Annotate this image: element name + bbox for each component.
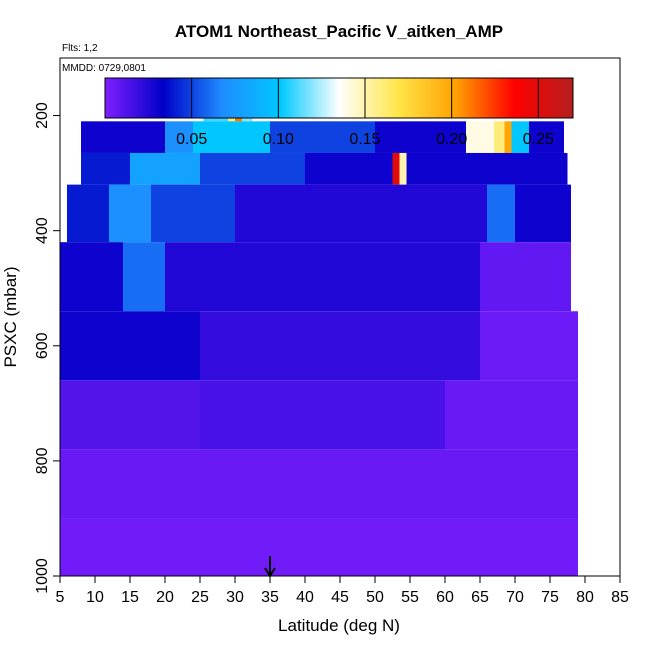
y-tick-label: 800	[34, 447, 51, 474]
y-tick-label: 600	[34, 332, 51, 359]
x-tick-label: 10	[86, 589, 104, 606]
colorbar-ticks: 0.05 0.10 0.15 0.20 0.25	[176, 78, 554, 148]
heatmap-cell-11	[504, 121, 512, 153]
heatmap-cell-29	[165, 242, 480, 312]
heatmap-cell-9	[466, 121, 494, 153]
heatmap-cell-24	[235, 184, 487, 243]
x-tick-label: 60	[436, 589, 454, 606]
heatmap-cell-32	[200, 311, 480, 381]
heatmap-cell-25	[487, 184, 515, 243]
date-label: MMDD: 0729,0801	[62, 63, 146, 74]
x-tick-label: 55	[401, 589, 419, 606]
heatmap-cell-21	[67, 184, 109, 243]
x-tick-label: 40	[296, 589, 314, 606]
heatmap-cell-16	[200, 152, 305, 185]
heatmap-cells	[60, 98, 578, 576]
y-tick-label: 400	[34, 217, 51, 244]
heatmap-cell-5	[165, 121, 193, 153]
x-axis-ticks: 5 10 15 20 25 30 35 40 45 50 55 60 65 70 75 80 85	[56, 576, 629, 606]
heatmap-cell-35	[200, 380, 445, 450]
marker-head	[264, 567, 276, 578]
x-tick-label: 5	[56, 589, 65, 606]
y-axis-label: PSXC (mbar)	[1, 266, 20, 367]
heatmap-cell-8	[375, 121, 466, 153]
heatmap-cell-17	[305, 152, 393, 185]
x-tick-label: 80	[576, 589, 594, 606]
x-tick-label: 45	[331, 589, 349, 606]
heatmap-cell-22	[109, 184, 151, 243]
heatmap-cell-36	[445, 380, 578, 450]
x-tick-label: 65	[471, 589, 489, 606]
chart-title: ATOM1 Northeast_Pacific V_aitken_AMP	[175, 22, 503, 41]
heatmap-cell-28	[123, 242, 165, 312]
colorbar-tick-label: 0.15	[349, 131, 380, 148]
heatmap-cell-30	[480, 242, 571, 312]
x-tick-label: 20	[156, 589, 174, 606]
x-tick-label: 30	[226, 589, 244, 606]
y-axis-ticks: 200 400 600 800 1000	[34, 102, 60, 594]
heatmap-cell-20	[406, 152, 568, 185]
y-tick-label: 200	[34, 102, 51, 129]
heatmap-cell-10	[494, 121, 505, 153]
heatmap-cell-12	[511, 121, 529, 153]
y-tick-label: 1000	[34, 558, 51, 594]
heatmap-cell-37	[60, 449, 578, 519]
heatmap-cell-13	[529, 121, 564, 153]
x-tick-label: 25	[191, 589, 209, 606]
x-axis-label: Latitude (deg N)	[278, 616, 400, 635]
x-tick-label: 35	[261, 589, 279, 606]
heatmap-cell-26	[515, 184, 571, 243]
heatmap-cell-7	[270, 121, 375, 153]
x-tick-label: 75	[541, 589, 559, 606]
heatmap-cell-14	[81, 152, 130, 185]
heatmap-cell-15	[130, 152, 200, 185]
x-tick-label: 15	[121, 589, 139, 606]
colorbar-tick-label: 0.05	[176, 131, 207, 148]
heatmap-cell-6	[193, 121, 270, 153]
heatmap-cell-34	[60, 380, 200, 450]
heatmap-cell-4	[81, 121, 165, 153]
flights-label: Flts: 1,2	[62, 43, 98, 54]
heatmap-cell-19	[399, 152, 407, 185]
x-tick-label: 50	[366, 589, 384, 606]
x-tick-label: 70	[506, 589, 524, 606]
colorbar-tick-label: 0.25	[523, 131, 554, 148]
heatmap-cell-27	[60, 242, 123, 312]
colorbar	[104, 77, 574, 119]
heatmap-cell-31	[60, 311, 200, 381]
colorbar-tick-label: 0.10	[263, 131, 294, 148]
colorbar-tick-label: 0.20	[436, 131, 467, 148]
latitude-marker-arrow	[264, 556, 276, 578]
heatmap-cell-38	[60, 518, 578, 576]
x-tick-label: 85	[611, 589, 629, 606]
heatmap-cell-18	[392, 152, 400, 185]
heatmap-cell-23	[151, 184, 235, 243]
heatmap-cell-33	[480, 311, 578, 381]
